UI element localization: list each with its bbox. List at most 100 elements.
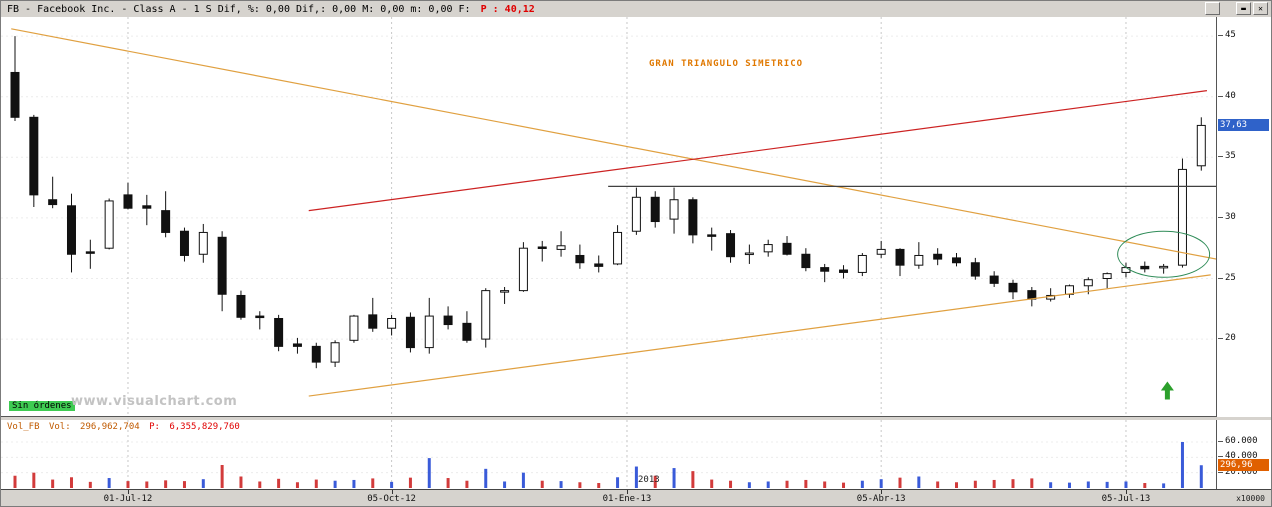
candle-down (10, 71, 20, 118)
volume-bar (766, 481, 770, 488)
volume-bar (747, 482, 751, 488)
volume-bar (32, 472, 36, 488)
candle-down (217, 236, 227, 295)
candle-down (688, 199, 698, 236)
candle-up (104, 200, 114, 249)
pattern-annotation-label[interactable]: GRAN TRIANGULO SIMETRICO (649, 59, 804, 69)
date-axis-label: 05-Oct-12 (367, 494, 416, 504)
date-axis-label: 01-Ene-13 (602, 494, 652, 504)
volume-bar (239, 476, 243, 488)
volume-bar (898, 477, 902, 488)
candle-up (1177, 168, 1187, 266)
triangle-lower-line[interactable] (308, 274, 1211, 397)
volume-bar (559, 481, 563, 488)
up-arrow-icon[interactable] (1160, 381, 1174, 400)
candle-down (537, 246, 547, 249)
candle-up (876, 248, 886, 255)
candle-up (1083, 279, 1093, 287)
volume-pane[interactable]: Vol_FB Vol: 296,962,704 P: 6,355,829,760… (1, 420, 1216, 489)
candle-down (933, 253, 943, 260)
volume-axis-label: 60.000 (1218, 436, 1258, 446)
candle-down (85, 251, 95, 254)
candle-down (255, 315, 265, 319)
price-axis-label: 20 (1218, 333, 1236, 344)
candle-down (895, 248, 905, 266)
candle-up (857, 254, 867, 273)
volume-bar (917, 476, 921, 488)
volume-bar (427, 458, 431, 488)
price-chart-canvas[interactable] (1, 17, 1216, 417)
volume-bar (1124, 481, 1128, 488)
volume-bar (145, 481, 149, 488)
date-tick (626, 490, 628, 494)
candle-down (161, 210, 171, 233)
candle-down (292, 343, 302, 347)
minimize-button[interactable]: ▬ (1236, 2, 1251, 15)
candle-up (481, 290, 491, 340)
volume-bar (465, 480, 469, 488)
orders-status-badge[interactable]: Sin órdenes (9, 401, 75, 411)
volume-bar (1180, 442, 1184, 488)
candle-up (669, 199, 679, 220)
candle-down (575, 254, 585, 264)
candle-down (839, 269, 849, 273)
volume-bar (258, 481, 262, 488)
volume-bar (1105, 481, 1109, 488)
price-chart-pane[interactable]: GRAN TRIANGULO SIMETRICO Sin órdenes www… (1, 17, 1216, 417)
candle-up (387, 317, 397, 329)
candle-down (311, 345, 321, 363)
candle-down (820, 267, 830, 272)
candle-down (142, 205, 152, 209)
volume-bar (164, 480, 168, 488)
close-button[interactable]: ✕ (1253, 2, 1268, 15)
date-axis-label: 05-Abr-13 (856, 494, 906, 504)
candle-down (989, 275, 999, 284)
current-price-label: 37,63 (1218, 119, 1269, 132)
year-label: 2013 (638, 475, 660, 485)
volume-bar (277, 478, 281, 488)
candle-down (274, 317, 284, 347)
volume-bar (729, 480, 733, 488)
candle-down (726, 233, 736, 258)
date-axis[interactable]: x10000 01-Jul-12 05-Oct-12 01-Ene-13 05-Abr… (1, 489, 1271, 506)
volume-bar (13, 475, 17, 488)
candle-down (179, 230, 189, 256)
volume-bar (1011, 479, 1015, 488)
candle-down (29, 116, 39, 196)
volume-bar (785, 480, 789, 488)
breakout-ellipse[interactable] (1117, 230, 1211, 278)
volume-bar (578, 482, 582, 488)
volume-bar (1086, 481, 1090, 488)
candle-up (500, 290, 510, 293)
volume-axis[interactable]: 296,96 60.000 40.000 20.000 (1216, 420, 1271, 489)
candle-down (48, 199, 58, 206)
candle-up (914, 254, 924, 266)
date-tick (881, 490, 883, 494)
pane-splitter[interactable] (1, 417, 1271, 420)
date-axis-label: 01-Jul-12 (103, 494, 153, 504)
volume-bar (992, 479, 996, 488)
candle-up (198, 231, 208, 255)
candle-down (952, 257, 961, 264)
volume-value: 296,962,704 (80, 422, 140, 432)
date-tick (391, 490, 393, 494)
volume-bar (842, 482, 846, 488)
volume-bar (936, 481, 940, 488)
price-axis-label: 25 (1218, 272, 1236, 283)
price-axis[interactable]: 37,63 45 40 35 30 25 20 (1216, 17, 1271, 417)
volume-bar (1049, 482, 1053, 488)
window-titlebar[interactable]: FB - Facebook Inc. - Class A - 1 S Dif, … (1, 1, 1271, 17)
volume-bar (860, 480, 864, 488)
last-price-label: P : 40,12 (480, 3, 535, 15)
volume-chart-canvas[interactable] (1, 420, 1216, 489)
volume-bar (540, 480, 544, 488)
volume-bar (390, 481, 394, 488)
triangle-upper-line[interactable] (11, 28, 1216, 260)
rising-trendline[interactable] (308, 90, 1208, 212)
axis-settings-button[interactable] (1205, 2, 1220, 15)
volume-bar (503, 481, 507, 488)
volume-bar (446, 478, 450, 488)
window-buttons: ▬ ✕ (1203, 2, 1268, 15)
volume-bar (1067, 482, 1071, 488)
